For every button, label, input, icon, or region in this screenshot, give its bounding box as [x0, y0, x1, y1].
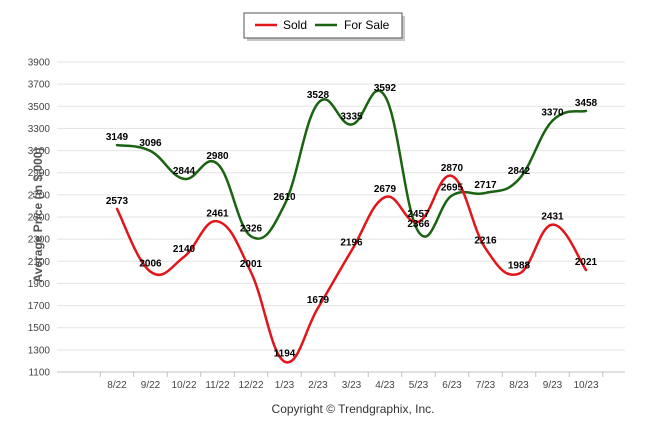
- sold-data-label: 2431: [541, 212, 564, 223]
- sold-data-label: 2461: [206, 208, 229, 219]
- legend-for-sale-label: For Sale: [344, 18, 390, 32]
- y-tick-label: 3300: [28, 124, 51, 135]
- copyright-text: Copyright © Trendgraphix, Inc.: [272, 402, 435, 416]
- sold-data-label: 2457: [407, 209, 430, 220]
- legend[interactable]: Sold For Sale: [243, 12, 405, 41]
- y-tick-label: 3700: [28, 80, 51, 91]
- x-tick-label: 8/22: [107, 380, 127, 391]
- x-tick-label: 12/22: [238, 380, 263, 391]
- y-tick-label: 1500: [28, 323, 51, 334]
- sold-data-label: 2196: [340, 238, 363, 249]
- x-tick-label: 5/23: [409, 380, 429, 391]
- y-tick-label: 1300: [28, 345, 51, 356]
- x-tick-label: 2/23: [308, 380, 328, 391]
- for-sale-data-label: 2844: [173, 166, 196, 177]
- sold-data-label: 2006: [139, 259, 162, 270]
- y-tick-label: 2100: [28, 257, 51, 268]
- for-sale-data-label: 3592: [374, 83, 397, 94]
- sold-line: [115, 174, 588, 364]
- sold-data-label: 2216: [474, 235, 497, 246]
- for-sale-data-label: 2366: [407, 219, 430, 230]
- x-tick-label: 10/22: [171, 380, 196, 391]
- for-sale-data-label: 3370: [541, 108, 564, 119]
- series-lines: [115, 89, 588, 364]
- sold-data-label: 1194: [274, 349, 296, 360]
- for-sale-line: [115, 89, 588, 240]
- for-sale-data-label: 2980: [206, 151, 229, 162]
- x-tick-label: 9/22: [141, 380, 161, 391]
- sold-data-label: 2870: [441, 163, 464, 174]
- for-sale-data-label: 3096: [139, 138, 162, 149]
- y-tick-label: 2700: [28, 190, 51, 201]
- y-tick-label: 1900: [28, 279, 51, 290]
- y-tick-label: 3500: [28, 102, 51, 113]
- sold-data-label: 2021: [575, 257, 598, 268]
- y-tick-label: 2500: [28, 213, 51, 224]
- x-tick-label: 1/23: [275, 380, 295, 391]
- x-tick-label: 10/23: [573, 380, 598, 391]
- sold-data-label: 1988: [508, 261, 531, 272]
- sold-data-label: 2679: [374, 184, 397, 195]
- y-tick-label: 2900: [28, 168, 51, 179]
- x-tick-label: 7/23: [476, 380, 496, 391]
- for-sale-data-label: 2610: [273, 192, 296, 203]
- sold-data-label: 2573: [106, 196, 129, 207]
- x-tick-label: 11/22: [205, 380, 230, 391]
- for-sale-data-label: 3335: [340, 112, 363, 123]
- for-sale-data-label: 2842: [508, 166, 531, 177]
- x-tick-label: 4/23: [375, 380, 395, 391]
- gridlines: [57, 61, 625, 373]
- x-tick-label: 9/23: [543, 380, 563, 391]
- sold-data-label: 2001: [240, 259, 263, 270]
- x-tick-label: 6/23: [442, 380, 462, 391]
- for-sale-data-label: 3528: [307, 90, 330, 101]
- x-tick-label: 8/23: [509, 380, 529, 391]
- y-tick-label: 2300: [28, 235, 51, 246]
- for-sale-data-label: 2717: [474, 180, 497, 191]
- sold-data-label: 2140: [173, 244, 196, 255]
- data-labels: 2573 2006 2140 2461 2001 1194 1679 2196 2679 2457…: [106, 83, 598, 359]
- y-tick-label: 1100: [28, 368, 50, 379]
- for-sale-data-label: 3149: [106, 132, 129, 143]
- axes: 1100 1300 1500 1700 1900 2100 2300 2500 2700 2900…: [28, 58, 625, 391]
- x-tick-label: 3/23: [342, 380, 362, 391]
- y-tick-label: 1700: [28, 301, 51, 312]
- for-sale-data-label: 3458: [575, 98, 598, 109]
- y-tick-label: 3100: [28, 146, 51, 157]
- y-axis-title: Average Price (in $,000): [31, 148, 45, 283]
- for-sale-data-label: 2326: [240, 223, 263, 234]
- sold-data-label: 1679: [307, 295, 330, 306]
- y-tick-label: 3900: [28, 58, 51, 69]
- legend-sold-label: Sold: [283, 18, 307, 32]
- for-sale-data-label: 2695: [441, 182, 464, 193]
